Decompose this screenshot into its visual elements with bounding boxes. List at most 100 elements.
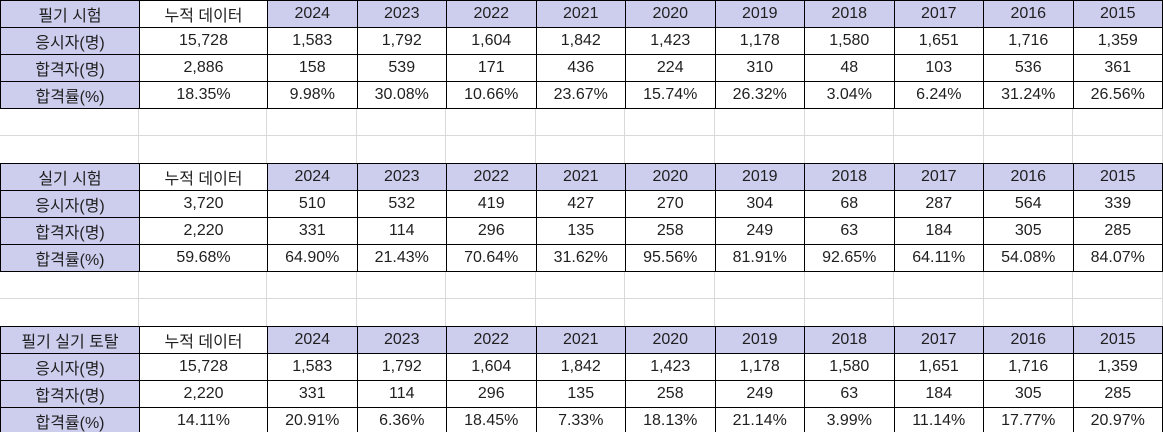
year-header-cell[interactable]: 2022 [446, 326, 537, 354]
cumulative-value-cell[interactable]: 2,220 [139, 380, 268, 408]
year-header-cell[interactable]: 2024 [267, 163, 358, 191]
value-cell[interactable]: 1,716 [983, 353, 1074, 381]
empty-cell[interactable] [984, 299, 1074, 326]
empty-cell[interactable] [804, 272, 895, 299]
empty-cell[interactable] [535, 272, 626, 299]
year-header-cell[interactable]: 2023 [356, 0, 447, 28]
value-cell[interactable]: 184 [893, 217, 984, 245]
value-cell[interactable]: 1,580 [804, 27, 895, 55]
row-label-cell[interactable]: 합격률(%) [0, 244, 140, 272]
value-cell[interactable]: 64.11% [893, 244, 984, 272]
value-cell[interactable]: 1,604 [446, 27, 537, 55]
value-cell[interactable]: 26.56% [1072, 81, 1163, 109]
year-header-cell[interactable]: 2017 [893, 0, 984, 28]
value-cell[interactable]: 31.24% [983, 81, 1074, 109]
value-cell[interactable]: 18.45% [446, 407, 537, 432]
value-cell[interactable]: 1,423 [625, 353, 716, 381]
value-cell[interactable]: 296 [446, 217, 537, 245]
value-cell[interactable]: 305 [983, 380, 1074, 408]
value-cell[interactable]: 536 [983, 54, 1074, 82]
value-cell[interactable]: 48 [804, 54, 895, 82]
value-cell[interactable]: 249 [714, 380, 805, 408]
empty-cell[interactable] [446, 109, 536, 136]
value-cell[interactable]: 427 [535, 190, 626, 218]
year-header-cell[interactable]: 2021 [535, 326, 626, 354]
empty-cell[interactable] [714, 272, 805, 299]
year-header-cell[interactable]: 2021 [535, 0, 626, 28]
value-cell[interactable]: 20.91% [267, 407, 358, 432]
cumulative-value-cell[interactable]: 18.35% [139, 81, 268, 109]
empty-cell[interactable] [139, 109, 267, 136]
empty-cell[interactable] [894, 136, 984, 163]
value-cell[interactable]: 31.62% [535, 244, 626, 272]
empty-cell[interactable] [984, 136, 1074, 163]
empty-cell[interactable] [715, 299, 805, 326]
value-cell[interactable]: 436 [535, 54, 626, 82]
table-title-cell[interactable]: 필기 시험 [0, 0, 140, 28]
year-header-cell[interactable]: 2024 [267, 0, 358, 28]
year-header-cell[interactable]: 2023 [356, 326, 447, 354]
value-cell[interactable]: 9.98% [267, 81, 358, 109]
value-cell[interactable]: 1,178 [714, 27, 805, 55]
cumulative-header-cell[interactable]: 누적 데이터 [139, 163, 268, 191]
value-cell[interactable]: 11.14% [893, 407, 984, 432]
row-label-cell[interactable]: 합격률(%) [0, 81, 140, 109]
empty-cell[interactable] [139, 136, 267, 163]
value-cell[interactable]: 1,842 [535, 353, 626, 381]
row-label-cell[interactable]: 응시자(명) [0, 353, 140, 381]
value-cell[interactable]: 287 [893, 190, 984, 218]
year-header-cell[interactable]: 2020 [625, 163, 716, 191]
empty-cell[interactable] [983, 272, 1074, 299]
cumulative-value-cell[interactable]: 3,720 [139, 190, 268, 218]
year-header-cell[interactable]: 2019 [714, 326, 805, 354]
value-cell[interactable]: 20.97% [1072, 407, 1163, 432]
value-cell[interactable]: 114 [356, 380, 447, 408]
empty-cell[interactable] [536, 299, 626, 326]
empty-cell[interactable] [446, 299, 536, 326]
value-cell[interactable]: 285 [1072, 217, 1163, 245]
value-cell[interactable]: 258 [625, 380, 716, 408]
empty-cell[interactable] [625, 299, 715, 326]
value-cell[interactable]: 70.64% [446, 244, 537, 272]
empty-cell[interactable] [356, 272, 447, 299]
value-cell[interactable]: 103 [893, 54, 984, 82]
value-cell[interactable]: 1,716 [983, 27, 1074, 55]
value-cell[interactable]: 3.04% [804, 81, 895, 109]
empty-cell[interactable] [894, 299, 984, 326]
value-cell[interactable]: 532 [356, 190, 447, 218]
row-label-cell[interactable]: 응시자(명) [0, 27, 140, 55]
value-cell[interactable]: 26.32% [714, 81, 805, 109]
empty-cell[interactable] [446, 272, 536, 299]
year-header-cell[interactable]: 2018 [804, 163, 895, 191]
empty-cell[interactable] [267, 136, 357, 163]
year-header-cell[interactable]: 2017 [893, 326, 984, 354]
value-cell[interactable]: 64.90% [267, 244, 358, 272]
value-cell[interactable]: 1,178 [714, 353, 805, 381]
value-cell[interactable]: 81.91% [714, 244, 805, 272]
value-cell[interactable]: 539 [356, 54, 447, 82]
value-cell[interactable]: 285 [1072, 380, 1163, 408]
cumulative-header-cell[interactable]: 누적 데이터 [139, 326, 268, 354]
value-cell[interactable]: 135 [535, 217, 626, 245]
row-label-cell[interactable]: 응시자(명) [0, 190, 140, 218]
empty-cell[interactable] [0, 299, 139, 326]
value-cell[interactable]: 1,651 [893, 27, 984, 55]
row-label-cell[interactable]: 합격자(명) [0, 217, 140, 245]
cumulative-header-cell[interactable]: 누적 데이터 [139, 0, 268, 28]
value-cell[interactable]: 1,583 [267, 27, 358, 55]
value-cell[interactable]: 1,580 [804, 353, 895, 381]
value-cell[interactable]: 171 [446, 54, 537, 82]
value-cell[interactable]: 1,423 [625, 27, 716, 55]
empty-cell[interactable] [805, 299, 895, 326]
empty-cell[interactable] [357, 136, 447, 163]
value-cell[interactable]: 6.36% [356, 407, 447, 432]
year-header-cell[interactable]: 2022 [446, 163, 537, 191]
table-title-cell[interactable]: 필기 실기 토탈 [0, 326, 140, 354]
value-cell[interactable]: 1,359 [1072, 27, 1163, 55]
value-cell[interactable]: 339 [1072, 190, 1163, 218]
value-cell[interactable]: 510 [267, 190, 358, 218]
cumulative-value-cell[interactable]: 15,728 [139, 27, 268, 55]
value-cell[interactable]: 270 [625, 190, 716, 218]
value-cell[interactable]: 331 [267, 380, 358, 408]
empty-cell[interactable] [1073, 136, 1163, 163]
